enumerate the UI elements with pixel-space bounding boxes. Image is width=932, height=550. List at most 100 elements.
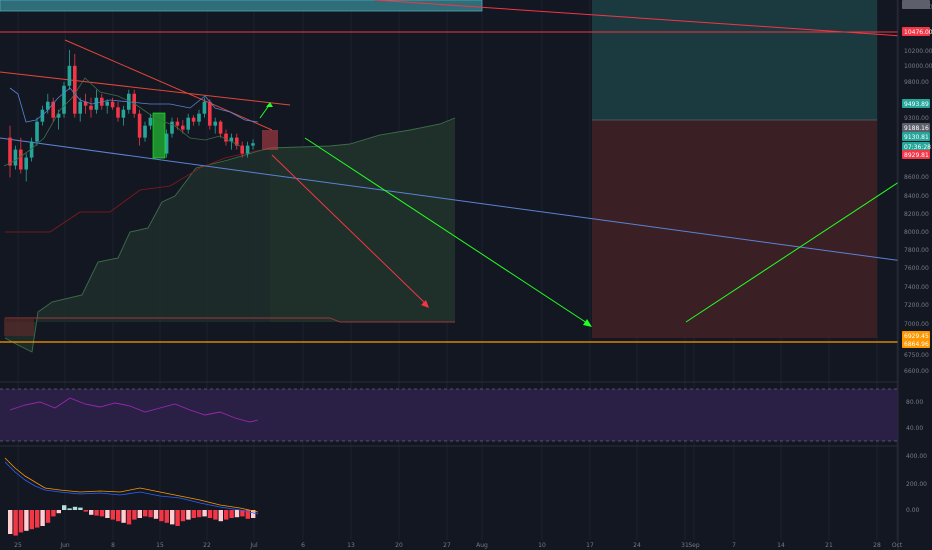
macd-bar	[40, 510, 45, 526]
macd-bar	[137, 510, 142, 518]
candle-body	[208, 101, 212, 126]
arrow-green-down-line	[304, 137, 591, 326]
arrow-red-line	[271, 154, 428, 306]
candle-body	[186, 117, 190, 130]
candle-body	[197, 113, 201, 122]
price-tag-box	[902, 132, 930, 141]
macd-bar	[99, 510, 105, 517]
macd-bar	[191, 510, 196, 518]
candle-body	[51, 101, 55, 118]
macd-bar	[24, 510, 29, 531]
trend-line-blue	[0, 137, 911, 263]
candle-body	[89, 105, 93, 110]
price-tag-box	[902, 331, 930, 340]
past-cloud-segment	[4, 318, 34, 336]
price-box	[262, 130, 278, 150]
candle-body	[8, 137, 12, 166]
price-axis-panel[interactable]	[898, 0, 932, 550]
macd-bar	[116, 510, 121, 522]
price-tick-label: 7000.00	[904, 321, 929, 328]
macd-bar	[35, 510, 40, 528]
macd-bar	[170, 510, 175, 525]
candle-body	[218, 121, 223, 134]
macd-bar	[234, 510, 240, 518]
trend-line-falling	[64, 39, 273, 131]
macd-bar	[218, 510, 223, 522]
candle-body	[40, 109, 45, 122]
price-axis-ticks: 10800.0010200.0010000.009800.009300.0086…	[904, 4, 932, 375]
macd-bar	[110, 510, 115, 520]
macd-bar	[245, 510, 250, 519]
arrow-up-short-head	[266, 102, 273, 107]
macd-bar	[175, 510, 180, 526]
macd-bar	[51, 510, 56, 517]
candle-body	[24, 157, 28, 170]
time-tick-label: 22	[203, 542, 211, 549]
candle-body	[116, 107, 120, 118]
time-tick-label: 8	[111, 542, 115, 549]
candle-body	[35, 121, 39, 142]
target-zone[interactable]	[592, 0, 877, 120]
price-tag-box	[902, 142, 930, 151]
highlight-candle	[152, 112, 166, 159]
price-tag-label: 9493.89	[904, 101, 929, 108]
time-axis-ticks: 25 Jun 8 15 22 Jul 6 13 20 27 Aug 10 17 24 31 Sep 7 14 21 2…	[14, 542, 903, 549]
macd-bar	[89, 510, 94, 515]
candle-body	[164, 133, 169, 154]
price-tick-label: 8200.00	[904, 211, 929, 218]
price-tick-label: 6600.00	[904, 368, 929, 375]
price-tag-label: 9188.16	[904, 125, 929, 132]
rsi-tick-label: 40.00	[906, 425, 923, 432]
time-tick-label: Jul	[249, 542, 258, 549]
macd-bar	[186, 510, 191, 520]
price-tag-box	[902, 339, 930, 348]
candle-body	[19, 149, 23, 170]
candle-body	[78, 101, 82, 114]
arrow-green-down-head	[583, 319, 592, 327]
macd-bar	[29, 510, 34, 530]
price-tag-label: 8929.81	[904, 152, 929, 159]
macd-histogram	[8, 505, 256, 536]
senkou-span-b	[5, 317, 455, 323]
time-tick-label: 24	[633, 542, 641, 549]
candle-body	[73, 65, 77, 114]
macd-bar	[143, 510, 148, 517]
macd-bar	[18, 510, 24, 533]
macd-bar	[78, 507, 83, 510]
candle-body	[62, 85, 66, 114]
time-tick-label: 21	[825, 542, 833, 549]
chikou-span	[3, 77, 241, 167]
time-tick-label: 17	[586, 542, 594, 549]
macd-bar	[67, 508, 72, 510]
candle-body	[46, 101, 50, 110]
candle-body	[110, 101, 115, 108]
macd-line	[4, 461, 259, 515]
price-tick-label: 7600.00	[904, 265, 929, 272]
price-tick-label: 8600.00	[904, 174, 929, 181]
arrow-red-head	[421, 300, 429, 308]
price-tick-label: 8400.00	[904, 193, 929, 200]
candle-body	[121, 109, 126, 118]
time-tick-label: 20	[395, 542, 403, 549]
price-tag-box	[902, 0, 930, 9]
macd-signal-line	[4, 457, 259, 513]
macd-bar	[224, 510, 229, 520]
macd-bar	[121, 510, 126, 523]
stop-zone[interactable]	[592, 120, 877, 338]
price-tick-label: 9800.00	[904, 79, 929, 86]
time-tick-label: Jun	[59, 542, 70, 549]
time-tick-label: Oct	[892, 542, 903, 549]
price-tag-label: 9300.30	[904, 0, 929, 2]
candle-body	[191, 117, 196, 122]
price-tag-box	[902, 27, 930, 36]
price-tick-label: 7800.00	[904, 247, 929, 254]
rsi-band	[0, 389, 898, 441]
candle-body	[245, 145, 250, 154]
rsi-line	[9, 397, 259, 423]
time-tick-label: 10	[538, 542, 546, 549]
macd-bar	[229, 510, 234, 518]
macd-bar	[8, 510, 13, 534]
macd-bar	[197, 510, 202, 518]
candle-body	[213, 121, 217, 126]
